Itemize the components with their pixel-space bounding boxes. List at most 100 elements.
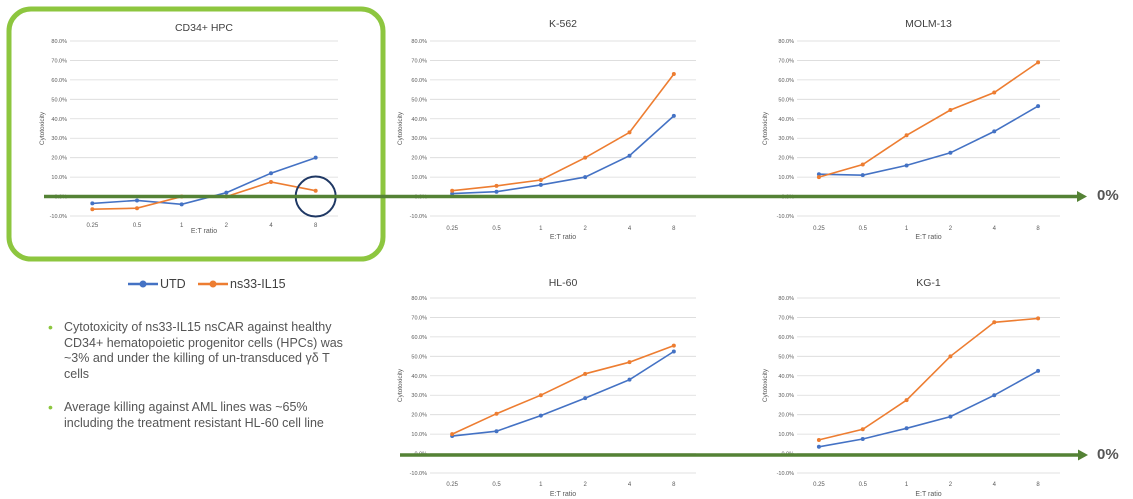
data-point-utd [627, 377, 632, 382]
y-axis-label: Cytotoxicity [397, 111, 404, 145]
x-tick-label: 0.5 [133, 223, 142, 229]
x-tick-label: 0.25 [446, 226, 458, 232]
data-point-ns33-il15 [313, 188, 318, 193]
y-tick-label: -10.0% [410, 214, 428, 220]
x-tick-label: 4 [628, 226, 632, 232]
data-point-utd [860, 436, 865, 441]
data-point-utd [538, 182, 543, 187]
y-tick-label: 30.0% [411, 136, 427, 142]
data-point-ns33-il15 [816, 175, 821, 180]
chart-molm: 80.0% 70.0% 60.0% 50.0% 40.0% 30.0% 20.0% 10.0%… [762, 18, 1060, 241]
x-tick-label: 0.5 [492, 226, 501, 232]
y-tick-label: 50.0% [778, 97, 794, 103]
data-point-ns33-il15 [1036, 60, 1041, 65]
y-tick-label: 30.0% [778, 136, 794, 142]
series-line-ns33-il15 [452, 73, 675, 192]
y-tick-label: 60.0% [778, 335, 794, 341]
y-tick-label: -10.0% [777, 214, 795, 220]
data-point-ns33-il15 [583, 155, 588, 160]
data-point-utd [224, 190, 229, 195]
y-tick-label: 70.0% [411, 315, 427, 321]
y-tick-label: 50.0% [778, 354, 794, 360]
series-line-ns33-il15 [818, 317, 1039, 441]
x-tick-label: 1 [905, 482, 909, 488]
y-tick-label: 50.0% [51, 97, 67, 103]
data-point-utd [1036, 104, 1041, 109]
y-tick-label: 10.0% [778, 432, 794, 438]
data-point-utd [494, 429, 499, 434]
data-point-utd [860, 173, 865, 178]
y-tick-label: 40.0% [411, 374, 427, 380]
x-tick-label: 4 [628, 482, 632, 488]
data-point-utd [904, 426, 909, 431]
x-tick-label: 2 [949, 226, 953, 232]
chart-title: KG-1 [916, 277, 941, 289]
y-tick-label: 80.0% [411, 296, 427, 302]
x-tick-label: 2 [583, 482, 587, 488]
legend: UTD ns33-IL15 [128, 277, 286, 291]
y-tick-label: 20.0% [778, 156, 794, 162]
x-axis-label: E:T ratio [915, 234, 941, 241]
data-point-ns33-il15 [948, 354, 953, 359]
y-tick-label: 20.0% [778, 413, 794, 419]
data-point-ns33-il15 [992, 90, 997, 95]
legend-label-utd: UTD [160, 277, 186, 291]
data-point-utd [583, 175, 588, 180]
data-point-ns33-il15 [538, 393, 543, 398]
finding-bullet-2: Average killing against AML lines was ~6… [46, 400, 356, 431]
legend-marker-utd [139, 280, 147, 288]
x-tick-label: 8 [672, 482, 676, 488]
y-tick-label: 60.0% [51, 78, 67, 84]
y-tick-label: 20.0% [411, 413, 427, 419]
y-tick-label: -10.0% [410, 471, 428, 477]
data-point-utd [269, 171, 273, 176]
zero-percent-label-bottom: 0% [1097, 446, 1119, 463]
data-point-ns33-il15 [1036, 316, 1041, 321]
x-axis-label: E:T ratio [550, 491, 576, 498]
y-tick-label: 30.0% [778, 393, 794, 399]
chart-title: CD34+ HPC [175, 22, 233, 34]
series-line-utd [92, 156, 316, 206]
x-tick-label: 0.5 [859, 482, 868, 488]
y-axis-label: Cytotoxicity [39, 111, 46, 145]
y-tick-label: 60.0% [411, 335, 427, 341]
chart-kg1: 80.0% 70.0% 60.0% 50.0% 40.0% 30.0% 20.0% 10.0%… [762, 277, 1060, 498]
data-point-ns33-il15 [904, 398, 909, 403]
data-point-utd [450, 191, 455, 196]
x-tick-label: 0.25 [86, 223, 98, 229]
x-tick-label: 0.25 [813, 226, 825, 232]
x-tick-label: 2 [225, 223, 229, 229]
y-tick-label: 80.0% [778, 39, 794, 45]
chart-hl60: 80.0% 70.0% 60.0% 50.0% 40.0% 30.0% 20.0% 10.0%… [397, 277, 696, 498]
y-tick-label: 10.0% [778, 175, 794, 181]
x-tick-label: 1 [180, 223, 184, 229]
x-tick-label: 8 [1036, 226, 1040, 232]
x-tick-label: 2 [583, 226, 587, 232]
data-point-ns33-il15 [494, 411, 499, 416]
data-point-ns33-il15 [135, 206, 139, 211]
x-tick-label: 8 [1036, 482, 1040, 488]
finding-bullet-1: Cytotoxicity of ns33-IL15 nsCAR against … [46, 320, 356, 382]
y-tick-label: 10.0% [51, 175, 67, 181]
chart-title: HL-60 [549, 277, 578, 289]
y-tick-label: 70.0% [778, 315, 794, 321]
data-point-utd [816, 444, 821, 449]
x-tick-label: 8 [672, 226, 676, 232]
data-point-utd [627, 153, 632, 158]
series-line-utd [452, 115, 675, 195]
data-point-utd [992, 129, 997, 134]
y-tick-label: 10.0% [411, 432, 427, 438]
cd34-highlight-frame [6, 6, 386, 262]
zero-line-arrow-bottom [400, 449, 1088, 461]
x-axis-label: E:T ratio [915, 491, 941, 498]
y-axis-label: Cytotoxicity [762, 368, 769, 402]
data-point-utd [313, 155, 318, 160]
chart-title: MOLM-13 [905, 18, 952, 30]
chart-k562: 80.0% 70.0% 60.0% 50.0% 40.0% 30.0% 20.0% 10.0%… [397, 18, 696, 241]
data-point-utd [671, 113, 676, 118]
y-tick-label: 20.0% [411, 156, 427, 162]
findings-list: Cytotoxicity of ns33-IL15 nsCAR against … [46, 320, 356, 449]
y-tick-label: -10.0% [777, 471, 795, 477]
data-point-ns33-il15 [90, 207, 95, 212]
